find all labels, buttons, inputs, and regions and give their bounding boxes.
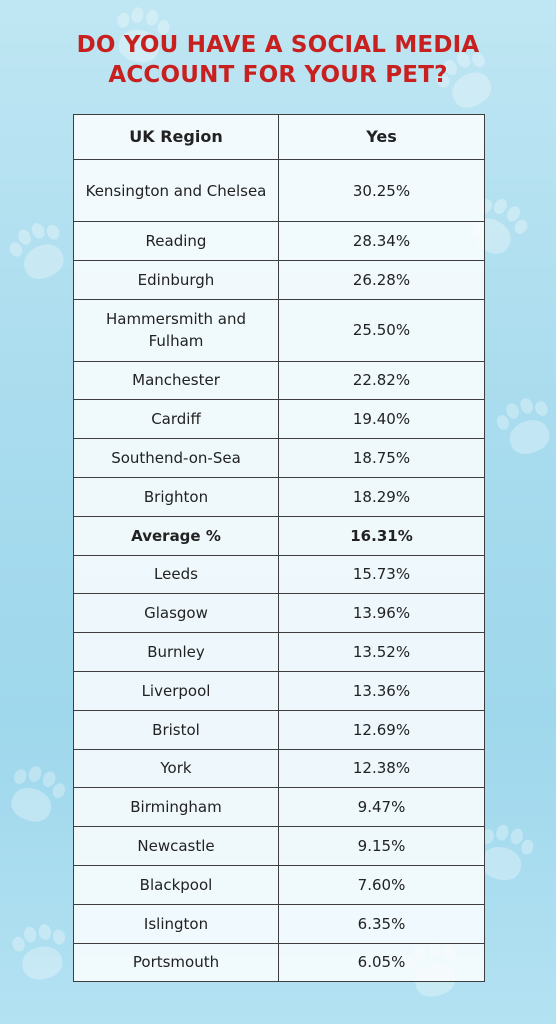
region-cell: Liverpool xyxy=(73,670,279,711)
yes-cell: 6.05% xyxy=(278,942,485,983)
yes-cell: 9.15% xyxy=(278,826,485,866)
title-line-1: DO YOU HAVE A SOCIAL MEDIA xyxy=(76,32,480,58)
yes-cell: 13.52% xyxy=(278,632,485,672)
table-row: Manchester 22.82% xyxy=(73,360,485,401)
header-row: UK Region Yes xyxy=(73,114,485,160)
table-row: Liverpool 13.36% xyxy=(73,670,485,711)
table-row: Bristol 12.69% xyxy=(73,709,485,750)
yes-cell: 12.38% xyxy=(278,748,485,789)
table-row: Brighton 18.29% xyxy=(73,476,485,517)
yes-cell: 13.36% xyxy=(278,670,485,711)
yes-cell: 7.60% xyxy=(278,864,485,905)
table-row: York 12.38% xyxy=(73,748,485,789)
table-row: Kensington and Chelsea 30.25% xyxy=(73,159,485,222)
region-cell: Reading xyxy=(73,221,279,261)
average-row: Average % 16.31% xyxy=(73,515,485,556)
region-cell: Brighton xyxy=(73,476,279,517)
yes-cell: 9.47% xyxy=(278,787,485,828)
average-value-cell: 16.31% xyxy=(278,515,485,556)
table-row: Burnley 13.52% xyxy=(73,632,485,672)
region-cell: Manchester xyxy=(73,360,279,401)
table-row: Reading 28.34% xyxy=(73,221,485,261)
yes-cell: 22.82% xyxy=(278,360,485,401)
social-media-table: UK Region Yes Kensington and Chelsea 30.… xyxy=(73,114,485,983)
region-cell: Bristol xyxy=(73,709,279,750)
region-cell: Islington xyxy=(73,903,279,944)
table-row: Cardiff 19.40% xyxy=(73,399,485,440)
region-cell: Newcastle xyxy=(73,826,279,866)
region-cell: Hammersmith and Fulham xyxy=(73,298,279,362)
yes-column-header: Yes xyxy=(278,114,485,160)
average-label-cell: Average % xyxy=(73,515,279,556)
region-column-header: UK Region xyxy=(73,114,279,160)
region-cell: Blackpool xyxy=(73,864,279,905)
title-line-2: ACCOUNT FOR YOUR PET? xyxy=(108,62,448,88)
yes-cell: 13.96% xyxy=(278,593,485,634)
yes-cell: 15.73% xyxy=(278,554,485,595)
region-cell: Birmingham xyxy=(73,787,279,828)
table-row: Glasgow 13.96% xyxy=(73,593,485,634)
region-cell: Kensington and Chelsea xyxy=(73,159,279,222)
region-cell: Cardiff xyxy=(73,399,279,440)
region-cell: Portsmouth xyxy=(73,942,279,983)
yes-cell: 25.50% xyxy=(278,298,485,362)
table-row: Portsmouth 6.05% xyxy=(73,942,485,983)
table-row: Southend-on-Sea 18.75% xyxy=(73,438,485,478)
region-cell: Burnley xyxy=(73,632,279,672)
table-row: Blackpool 7.60% xyxy=(73,864,485,905)
yes-cell: 18.29% xyxy=(278,476,485,517)
yes-cell: 26.28% xyxy=(278,259,485,300)
yes-cell: 12.69% xyxy=(278,709,485,750)
page-title: DO YOU HAVE A SOCIAL MEDIA ACCOUNT FOR Y… xyxy=(0,30,556,90)
yes-cell: 28.34% xyxy=(278,221,485,261)
yes-cell: 30.25% xyxy=(278,159,485,222)
region-cell: Leeds xyxy=(73,554,279,595)
yes-cell: 18.75% xyxy=(278,438,485,478)
table-row: Hammersmith and Fulham 25.50% xyxy=(73,298,485,362)
table-row: Newcastle 9.15% xyxy=(73,826,485,866)
region-cell: Edinburgh xyxy=(73,259,279,300)
region-cell: York xyxy=(73,748,279,789)
region-cell: Southend-on-Sea xyxy=(73,438,279,478)
table-row: Edinburgh 26.28% xyxy=(73,259,485,300)
table-row: Leeds 15.73% xyxy=(73,554,485,595)
table-row: Islington 6.35% xyxy=(73,903,485,944)
yes-cell: 19.40% xyxy=(278,399,485,440)
yes-cell: 6.35% xyxy=(278,903,485,944)
region-cell: Glasgow xyxy=(73,593,279,634)
table-row: Birmingham 9.47% xyxy=(73,787,485,828)
